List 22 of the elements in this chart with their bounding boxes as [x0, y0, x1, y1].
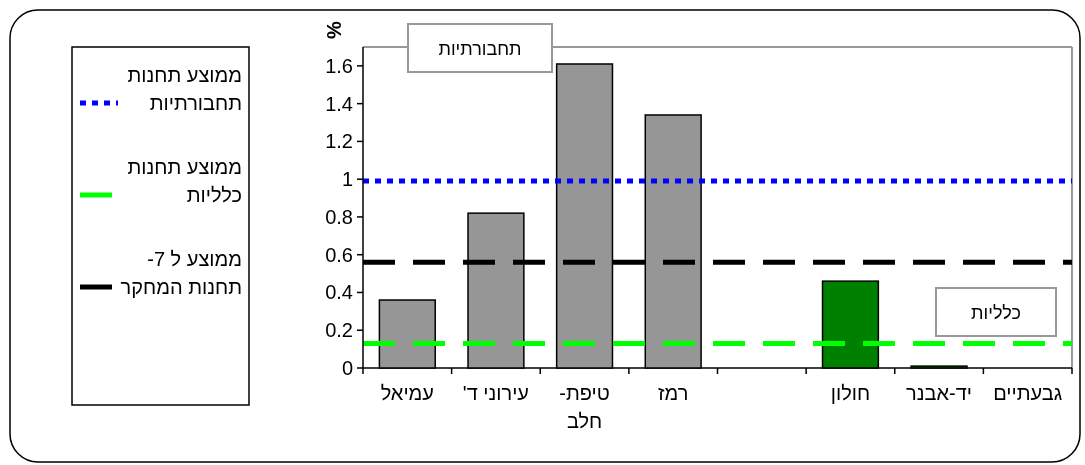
annotation: תחבורתיות: [438, 39, 522, 59]
y-tick-label: 1.4: [325, 92, 353, 115]
y-tick-label: 0.8: [325, 205, 353, 228]
y-tick-label: 0.4: [325, 281, 353, 304]
x-tick-label: רמז: [658, 382, 689, 404]
x-tick-label: עמיאל: [380, 382, 434, 404]
x-tick-label: יד-אבנר: [906, 382, 973, 404]
x-tick-label: טיפת-חלב: [559, 382, 610, 432]
x-tick-label: חולון: [830, 382, 871, 404]
ref-line-label: ממוצע ל 7- תחנות המחקר: [120, 248, 242, 298]
y-tick-label: 0.6: [325, 243, 353, 266]
y-axis-title: %: [323, 20, 345, 39]
legend-label: ממוצע תחנות כלליות: [127, 156, 242, 206]
y-tick-label: 0.2: [325, 319, 353, 342]
y-tick-label: 1.6: [325, 54, 353, 77]
annotation: כלליות: [971, 303, 1021, 323]
x-tick-label: גבעתיים: [993, 382, 1063, 404]
y-tick-label: 1: [341, 168, 353, 191]
y-tick-label: 0: [341, 357, 353, 379]
x-tick-label: עירוני ד': [462, 382, 530, 404]
y-tick-label: 1.2: [325, 130, 353, 153]
legend-label: ממוצע תחנות תחבורתיות: [127, 64, 242, 114]
